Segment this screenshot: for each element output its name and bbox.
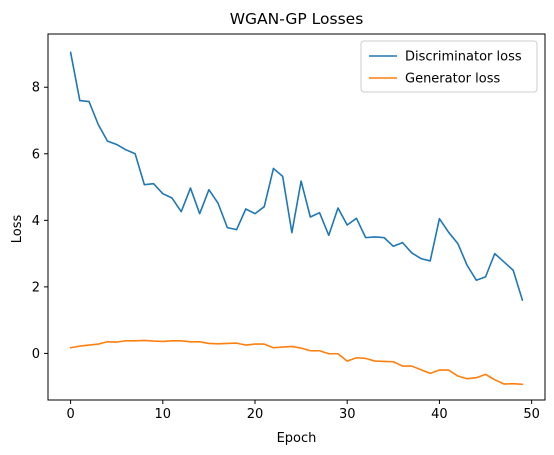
y-tick-label: 4 xyxy=(32,214,40,229)
y-tick-label: 0 xyxy=(32,347,40,362)
y-tick-label: 8 xyxy=(32,81,40,96)
legend-label: Generator loss xyxy=(405,72,500,87)
y-tick-label: 6 xyxy=(32,147,40,162)
x-tick-label: 50 xyxy=(523,407,540,422)
legend-box xyxy=(360,40,538,93)
y-tick-label: 2 xyxy=(32,280,40,295)
y-axis-label: Loss xyxy=(10,215,25,244)
chart-title: WGAN-GP Losses xyxy=(230,10,364,28)
series-line-generator-loss xyxy=(69,339,524,386)
legend-label: Discriminator loss xyxy=(405,50,522,65)
plot-frame xyxy=(47,33,546,401)
x-tick-label: 40 xyxy=(431,407,448,422)
y-axis: 0 2 4 6 8 xyxy=(32,81,48,362)
x-tick-label: 0 xyxy=(66,407,74,422)
series-line-discriminator-loss xyxy=(69,51,524,301)
x-axis-label: Epoch xyxy=(277,431,317,446)
legend: Discriminator loss Generator loss xyxy=(360,40,538,93)
x-tick-label: 20 xyxy=(247,407,264,422)
x-tick-label: 10 xyxy=(155,407,172,422)
x-tick-label: 30 xyxy=(339,407,356,422)
x-axis: 0 10 20 30 40 50 xyxy=(66,400,540,422)
series-lines xyxy=(69,51,524,386)
